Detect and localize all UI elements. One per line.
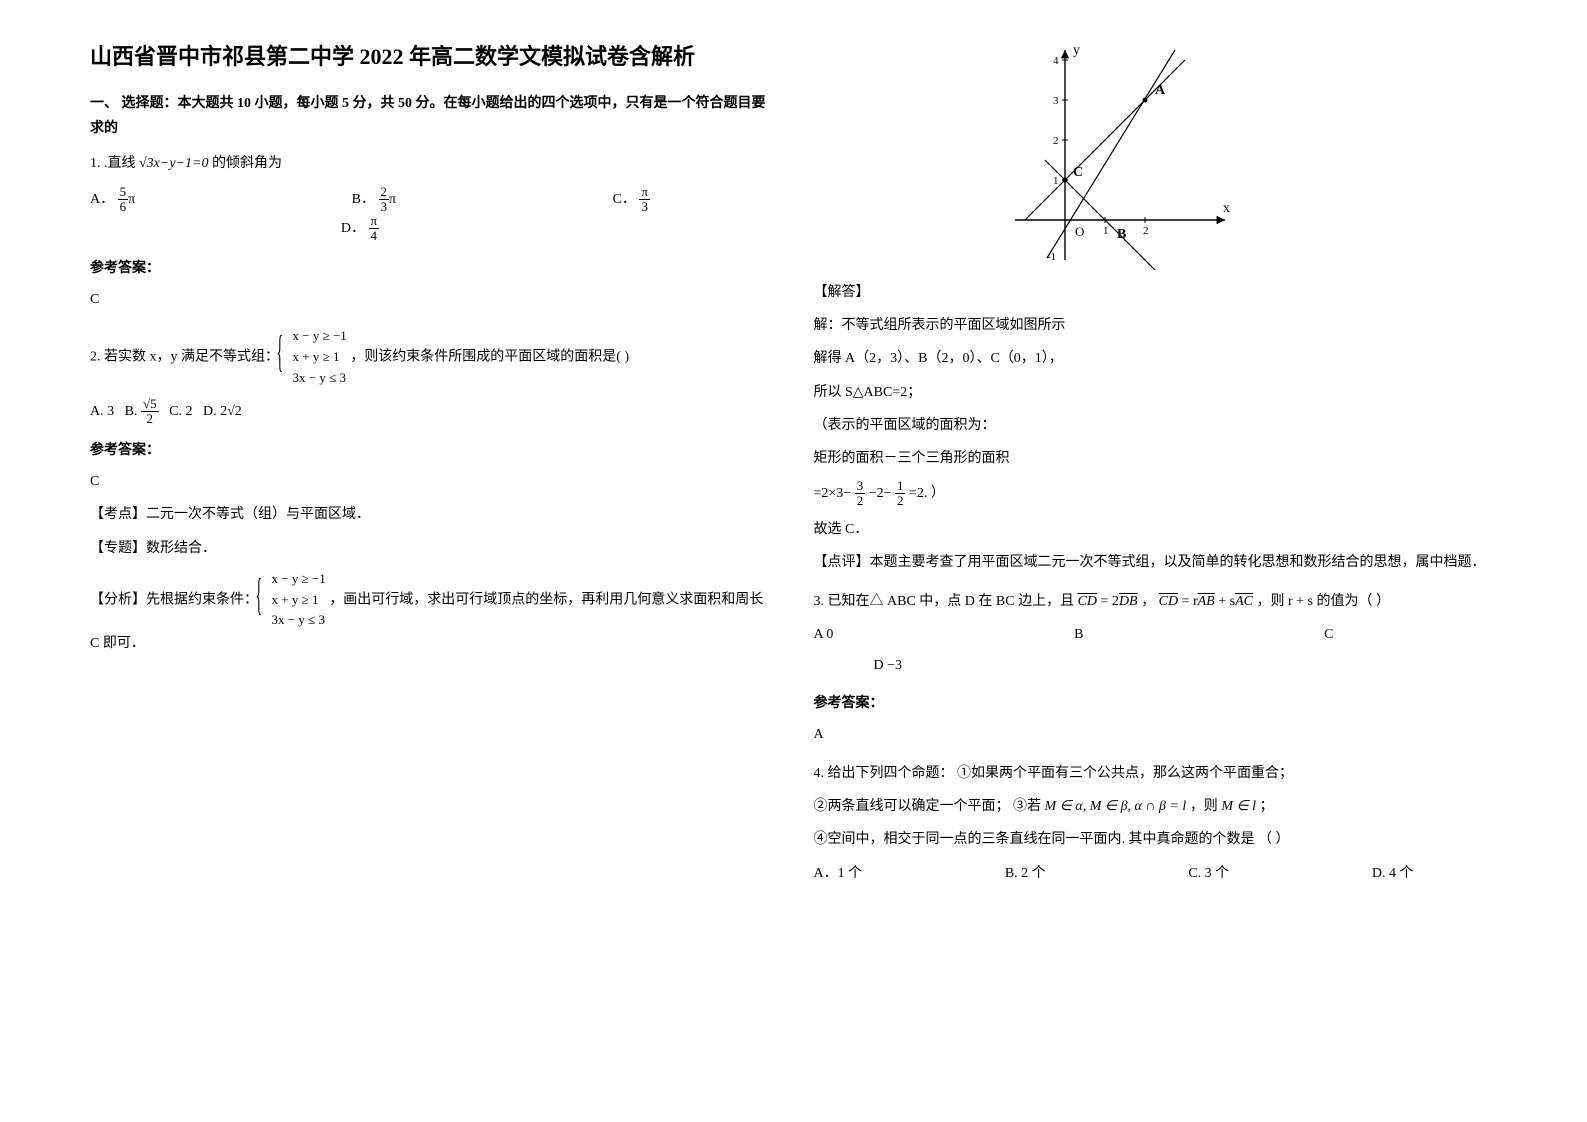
q1-pre: 1. .直线: [90, 156, 139, 171]
q2-cases: x − y ≥ −1 x + y ≥ 1 3x − y ≤ 3: [287, 326, 347, 388]
q1-answer: C: [90, 287, 774, 312]
q1-post: 的倾斜角为: [212, 156, 282, 171]
q3-options-row1: A 0 B C: [814, 622, 1334, 647]
svg-text:x: x: [1223, 201, 1230, 216]
q2-fenxi: 【分析】先根据约束条件： x − y ≥ −1 x + y ≥ 1 3x − y…: [90, 569, 774, 657]
q4-stem2: ②两条直线可以确定一个平面； ③若 M ∈ α, M ∈ β, α ∩ β = …: [814, 794, 1498, 819]
q1-optB: B． 23π: [352, 185, 396, 215]
q3-answer: A: [814, 722, 1498, 747]
svg-text:3: 3: [1053, 95, 1059, 107]
q1-stem: 1. .直线 √3x−y−1=0 的倾斜角为: [90, 151, 774, 176]
q2-answer-label: 参考答案：: [90, 438, 774, 463]
left-column: 山西省晋中市祁县第二中学 2022 年高二数学文模拟试卷含解析 一、 选择题：本…: [90, 40, 774, 886]
q2-stem: 2. 若实数 x，y 满足不等式组： x − y ≥ −1 x + y ≥ 1 …: [90, 326, 774, 388]
q2-optD: D. 2√2: [203, 404, 242, 419]
q3-optB: B: [1074, 622, 1083, 647]
svg-text:2: 2: [1143, 225, 1149, 237]
q3-optA: A 0: [814, 622, 834, 647]
svg-text:B: B: [1117, 227, 1126, 242]
q1-optD: D． π4: [341, 221, 379, 236]
svg-text:A: A: [1155, 83, 1166, 98]
q4-optC: C. 3 个: [1188, 861, 1229, 886]
q4-options: A．1 个 B. 2 个 C. 3 个 D. 4 个: [814, 861, 1414, 886]
q2-kaodian: 【考点】二元一次不等式（组）与平面区域．: [90, 502, 774, 527]
right-column: 1 2 1 2 3 4 -1 A B C O x y 【解答】 解：不等式组所表…: [814, 40, 1498, 886]
q2-sol3: 所以 S△ABC=2；: [814, 380, 1498, 405]
q2-sol1: 解：不等式组所表示的平面区域如图所示: [814, 313, 1498, 338]
q3-optD: D −3: [874, 653, 903, 678]
q1-options-row2: D． π4: [210, 214, 510, 244]
q2-optC: C. 2: [169, 404, 192, 419]
q2-sol6: =2×3− 32 −2− 12 =2. ）: [814, 479, 1498, 509]
q2-sol7: 故选 C．: [814, 517, 1498, 542]
svg-text:2: 2: [1053, 135, 1059, 147]
q4-stem3: ④空间中，相交于同一点的三条直线在同一平面内. 其中真命题的个数是 （ ）: [814, 827, 1498, 852]
q2-post: ，则该约束条件所围成的平面区域的面积是( ): [350, 350, 629, 365]
q2-optA: A. 3: [90, 404, 114, 419]
q4-optA: A．1 个: [814, 861, 863, 886]
q1-eq: √3x−y−1=0: [139, 156, 208, 171]
svg-text:4: 4: [1053, 55, 1059, 67]
svg-text:O: O: [1075, 224, 1084, 239]
svg-text:1: 1: [1053, 175, 1059, 187]
q3-stem: 3. 已知在△ ABC 中，点 D 在 BC 边上，且 CD = 2DB ， C…: [814, 589, 1498, 614]
q2-options: A. 3 B. √52 C. 2 D. 2√2: [90, 397, 774, 427]
q2-zhuanti: 【专题】数形结合．: [90, 536, 774, 561]
q2-cases-repeat: x − y ≥ −1 x + y ≥ 1 3x − y ≤ 3: [266, 569, 326, 631]
q2-dianping: 【点评】本题主要考查了用平面区域二元一次不等式组，以及简单的转化思想和数形结合的…: [814, 550, 1498, 575]
q3-optC: C: [1324, 622, 1333, 647]
q2-optB: B. √52: [125, 404, 162, 419]
q4-stem1: 4. 给出下列四个命题： ①如果两个平面有三个公共点，那么这两个平面重合；: [814, 761, 1498, 786]
q2-region-chart: 1 2 1 2 3 4 -1 A B C O x y: [1005, 40, 1305, 270]
q2-sol4: （表示的平面区域的面积为：: [814, 413, 1498, 438]
q1-options-row1: A． 56π B． 23π C． π3: [90, 185, 650, 215]
q4-optD: D. 4 个: [1372, 861, 1414, 886]
section-heading: 一、 选择题：本大题共 10 小题，每小题 5 分，共 50 分。在每小题给出的…: [90, 91, 774, 141]
q2-sol2: 解得 A（2，3）、B（2，0）、C（0，1），: [814, 346, 1498, 371]
page-title: 山西省晋中市祁县第二中学 2022 年高二数学文模拟试卷含解析: [90, 40, 774, 73]
svg-text:1: 1: [1103, 225, 1109, 237]
svg-text:-1: -1: [1047, 251, 1056, 263]
q3-answer-label: 参考答案：: [814, 691, 1498, 716]
svg-text:y: y: [1073, 43, 1080, 58]
q2-answer: C: [90, 469, 774, 494]
q3-options-row2: D −3: [874, 653, 1498, 678]
q2-pre: 2. 若实数 x，y 满足不等式组：: [90, 350, 279, 365]
q2-sol5: 矩形的面积－三个三角形的面积: [814, 446, 1498, 471]
svg-text:C: C: [1073, 165, 1083, 180]
q1-answer-label: 参考答案：: [90, 256, 774, 281]
q4-optB: B. 2 个: [1005, 861, 1046, 886]
q1-optA: A． 56π: [90, 185, 135, 215]
q2-jieda-label: 【解答】: [814, 280, 1498, 305]
q1-optC: C． π3: [613, 185, 650, 215]
